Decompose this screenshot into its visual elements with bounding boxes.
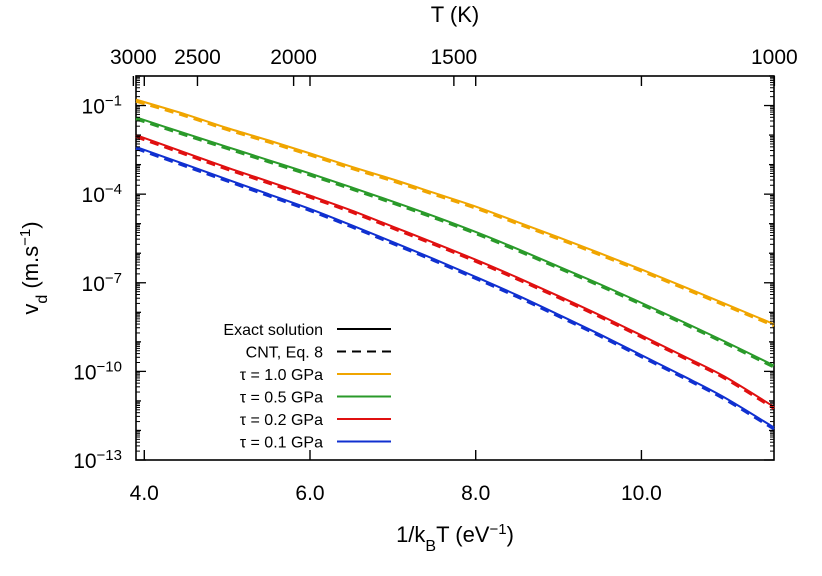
x-tick-label: 6.0 — [295, 482, 324, 505]
top-tick-label: 2000 — [270, 46, 317, 69]
legend-label: Exact solution — [223, 322, 323, 339]
y-tick-label: 10−7 — [82, 269, 122, 296]
y-tick-label: 10−1 — [82, 92, 122, 119]
series-line-3 — [135, 134, 775, 408]
series-line-1 — [135, 98, 775, 326]
legend-label: τ = 0.1 GPa — [240, 435, 323, 452]
series-cnt-line-3 — [135, 135, 775, 410]
series-cnt-line-1 — [135, 100, 775, 328]
y-tick-label: 10−4 — [82, 181, 122, 208]
series-line-4 — [135, 145, 775, 429]
x-axis-title: 1/kBT (eV−1) — [396, 521, 514, 555]
top-tick-label: 3000 — [110, 46, 157, 69]
legend-label: τ = 0.5 GPa — [240, 390, 323, 407]
series-cnt-line-2 — [135, 117, 775, 369]
legend-label: CNT, Eq. 8 — [246, 345, 323, 362]
series-cnt-line-4 — [135, 147, 775, 431]
y-tick-label: 10−10 — [73, 358, 122, 385]
x-tick-label: 10.0 — [621, 482, 662, 505]
x-tick-label: 8.0 — [461, 482, 490, 505]
legend-label: τ = 1.0 GPa — [240, 367, 323, 384]
legend-label: τ = 0.2 GPa — [240, 412, 323, 429]
top-tick-label: 1500 — [431, 46, 478, 69]
series-layer — [135, 98, 775, 431]
y-axis-title: vd (m.s−1) — [17, 221, 51, 314]
legend: Exact solution CNT, Eq. 8 τ = 1.0 GPa τ = 0… — [223, 322, 391, 452]
x-tick-label: 4.0 — [130, 482, 159, 505]
top-tick-label: 2500 — [174, 46, 221, 69]
ticks-layer: 4.0 6.0 8.0 10.0 3000 2500 2000 1500 1000 10−1 10−… — [73, 46, 798, 505]
top-axis-title: T (K) — [431, 2, 479, 27]
top-tick-label: 1000 — [751, 46, 798, 69]
series-line-2 — [135, 116, 775, 367]
y-tick-label: 10−13 — [73, 447, 122, 474]
plot-frame — [135, 75, 775, 461]
